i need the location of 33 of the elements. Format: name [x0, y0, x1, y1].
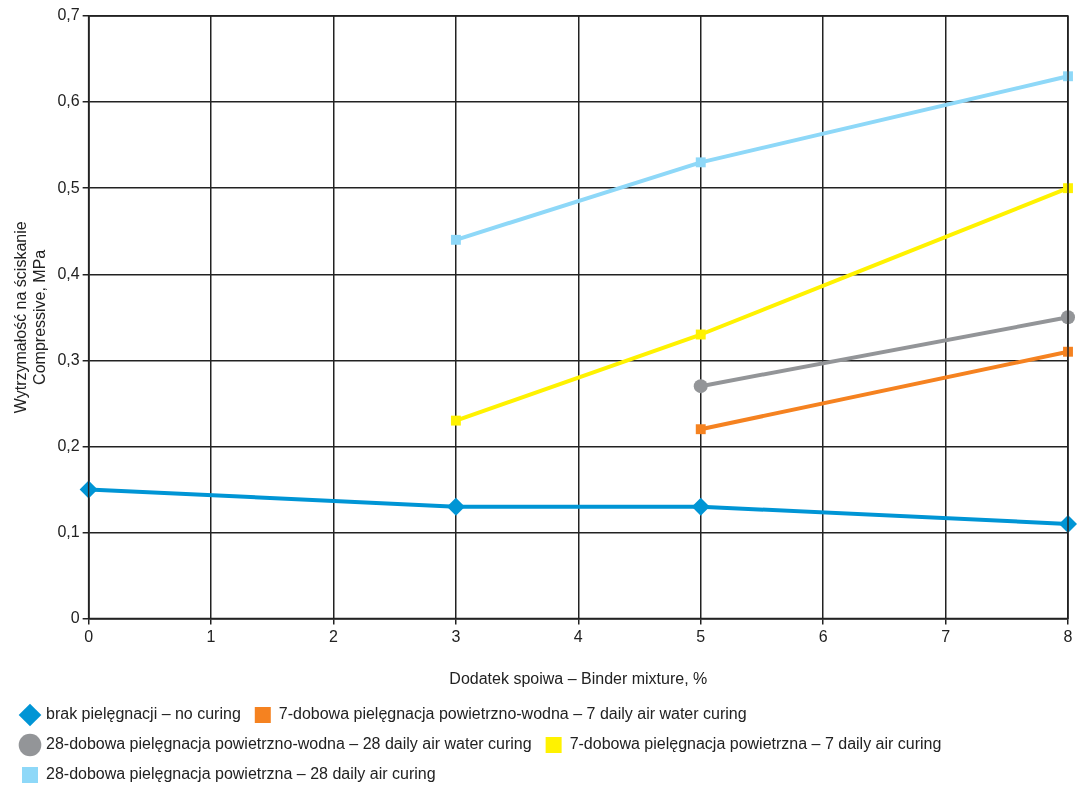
- y-axis-title: Wytrzymałość na ściskanie Compressive, MPa: [12, 221, 49, 414]
- x-tick-label: 4: [573, 627, 583, 645]
- point: [695, 424, 706, 435]
- legend-label: 7-dobowa pielęgnacja powietrzno-wodna – 7 daily air water curing: [278, 705, 747, 723]
- y-tick-label: 0,7: [57, 6, 80, 24]
- point: [446, 497, 465, 516]
- x-tick-label: 3: [451, 627, 461, 645]
- y-tick-label: 0,2: [57, 436, 80, 454]
- legend-label: brak pielęgnacji – no curing: [46, 705, 241, 723]
- x-tick-label: 5: [696, 627, 706, 645]
- x-tick-label: 0: [84, 627, 94, 645]
- y-tick-label: 0,6: [57, 92, 80, 110]
- y-tick-label: 0: [70, 609, 80, 627]
- point: [695, 157, 706, 168]
- point: [79, 480, 98, 499]
- legend-label: 7-dobowa pielęgnacja powietrzna – 7 daily air curing: [569, 735, 942, 753]
- y-tick-label: 0,3: [57, 350, 80, 368]
- y-tick-label: 0,4: [57, 264, 80, 282]
- x-tick-label: 6: [818, 627, 828, 645]
- point: [695, 329, 706, 340]
- x-axis-title: Dodatek spoiwa – Binder mixture, %: [449, 669, 708, 687]
- point: [450, 415, 461, 426]
- x-tick-label: 2: [329, 627, 339, 645]
- point: [693, 379, 708, 394]
- y-tick-label: 0,1: [57, 522, 80, 540]
- x-tick-label: 7: [941, 627, 951, 645]
- point: [450, 234, 461, 245]
- legend-label: 28-dobowa pielęgnacja powietrzno-wodna – 28 daily air water curing: [46, 735, 532, 753]
- point: [691, 497, 710, 516]
- y-tick-label: 0,5: [57, 178, 80, 196]
- x-tick-label: 8: [1063, 627, 1073, 645]
- legend-label: 28-dobowa pielęgnacja powietrzna – 28 daily air curing: [46, 765, 436, 783]
- x-tick-label: 1: [206, 627, 216, 645]
